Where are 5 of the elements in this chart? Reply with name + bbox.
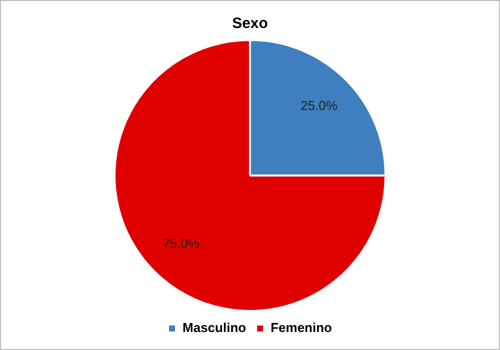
data-label: 75.0% <box>162 236 200 252</box>
legend-label: Femenino <box>270 320 332 336</box>
legend-label: Masculino <box>182 320 246 336</box>
chart-title: Sexo <box>232 15 268 32</box>
data-label: 25.0% <box>300 98 338 114</box>
